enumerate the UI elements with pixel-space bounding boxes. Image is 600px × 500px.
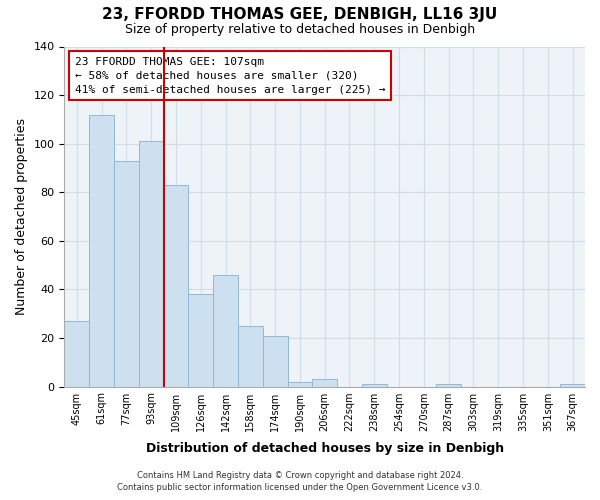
Bar bbox=[64, 321, 89, 386]
Bar bbox=[188, 294, 213, 386]
X-axis label: Distribution of detached houses by size in Denbigh: Distribution of detached houses by size … bbox=[146, 442, 504, 455]
Text: Contains HM Land Registry data © Crown copyright and database right 2024.
Contai: Contains HM Land Registry data © Crown c… bbox=[118, 471, 482, 492]
Bar bbox=[139, 141, 164, 386]
Bar bbox=[313, 379, 337, 386]
Bar bbox=[436, 384, 461, 386]
Bar bbox=[213, 275, 238, 386]
Text: 23 FFORDD THOMAS GEE: 107sqm
← 58% of detached houses are smaller (320)
41% of s: 23 FFORDD THOMAS GEE: 107sqm ← 58% of de… bbox=[75, 56, 385, 94]
Bar bbox=[164, 185, 188, 386]
Text: Size of property relative to detached houses in Denbigh: Size of property relative to detached ho… bbox=[125, 22, 475, 36]
Bar bbox=[89, 114, 114, 386]
Bar bbox=[114, 160, 139, 386]
Bar bbox=[560, 384, 585, 386]
Bar bbox=[287, 382, 313, 386]
Bar bbox=[238, 326, 263, 386]
Bar bbox=[362, 384, 386, 386]
Text: 23, FFORDD THOMAS GEE, DENBIGH, LL16 3JU: 23, FFORDD THOMAS GEE, DENBIGH, LL16 3JU bbox=[103, 8, 497, 22]
Y-axis label: Number of detached properties: Number of detached properties bbox=[15, 118, 28, 315]
Bar bbox=[263, 336, 287, 386]
